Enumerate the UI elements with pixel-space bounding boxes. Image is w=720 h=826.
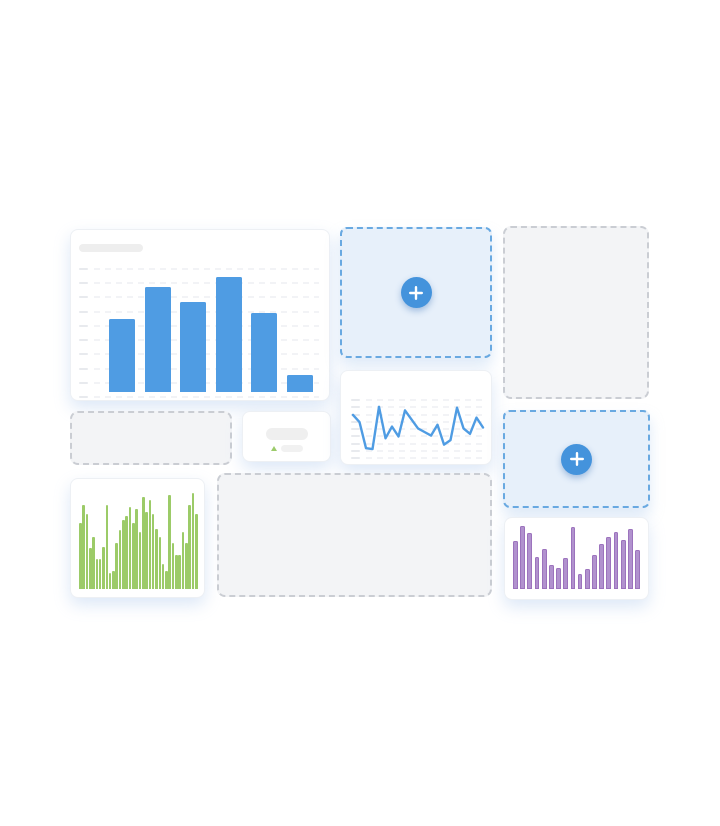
caret-up-icon	[270, 446, 277, 451]
stat-value-placeholder	[265, 428, 308, 440]
bar-chart	[109, 270, 313, 392]
plus-icon	[569, 451, 585, 467]
add-widget-slot-top[interactable]	[340, 227, 492, 358]
add-widget-slot-right[interactable]	[503, 410, 650, 508]
empty-widget-slot-middle-left[interactable]	[70, 411, 232, 465]
empty-widget-slot-bottom[interactable]	[217, 473, 492, 597]
bar-chart-widget-card[interactable]	[70, 229, 330, 401]
line-chart-widget-card[interactable]	[340, 370, 492, 465]
stat-widget-card[interactable]	[242, 411, 331, 462]
chart-gridlines	[351, 399, 483, 459]
add-widget-button[interactable]	[400, 277, 432, 308]
chart-gridlines	[79, 268, 319, 398]
purple-bar-chart-widget-card[interactable]	[504, 517, 649, 600]
bar-chart	[79, 493, 198, 589]
line-chart	[353, 405, 483, 450]
chart-title-placeholder	[79, 244, 143, 252]
stat-trend-row	[243, 445, 330, 452]
green-bar-chart-widget-card[interactable]	[70, 478, 205, 598]
stat-label-placeholder	[280, 445, 303, 452]
plus-icon	[408, 285, 424, 301]
add-widget-button[interactable]	[561, 443, 592, 475]
bar-chart	[513, 526, 640, 589]
empty-widget-slot-top-right[interactable]	[503, 226, 649, 399]
